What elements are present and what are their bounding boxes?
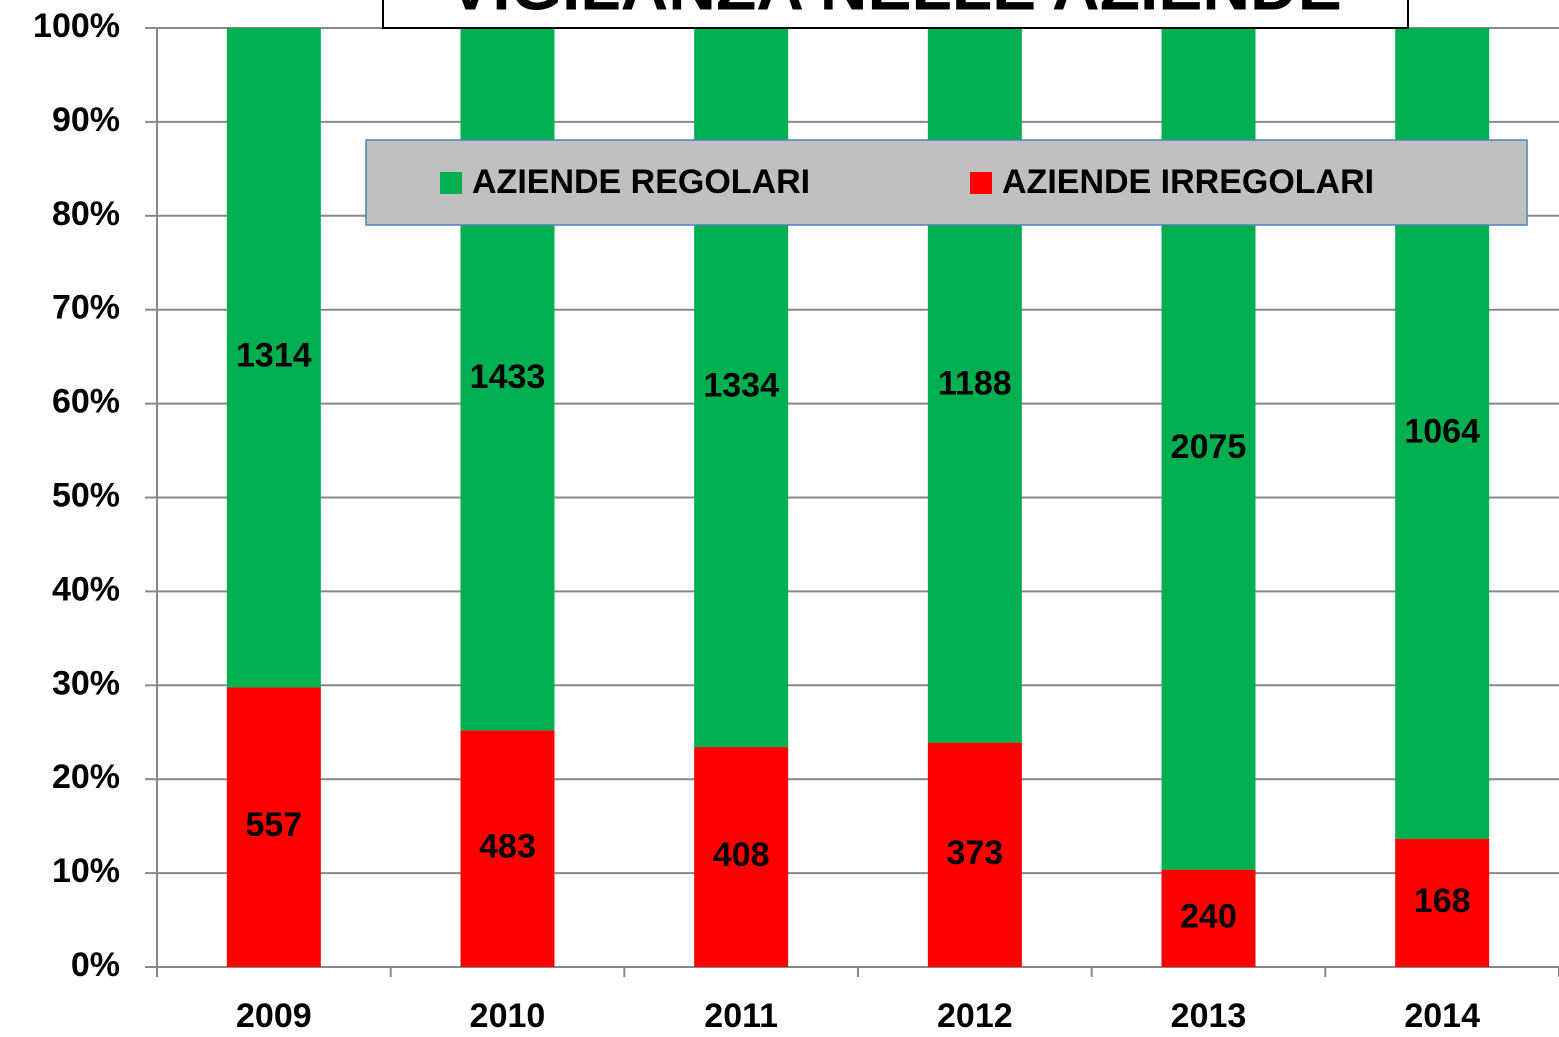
- y-tick-label: 30%: [52, 664, 120, 702]
- data-label: 373: [946, 834, 1003, 872]
- y-tick-label: 60%: [52, 383, 120, 421]
- data-label: 1314: [236, 337, 312, 375]
- data-label: 1064: [1404, 412, 1480, 450]
- x-tick-label: 2014: [1404, 997, 1480, 1035]
- data-label: 1433: [470, 358, 546, 396]
- y-tick-label: 10%: [52, 852, 120, 890]
- legend-box: [365, 139, 1528, 226]
- title-box: [382, 0, 1409, 29]
- y-tick-label: 70%: [52, 289, 120, 327]
- x-tick-label: 2013: [1171, 997, 1247, 1035]
- bar-segment: [1395, 838, 1490, 967]
- y-tick-label: 50%: [52, 476, 120, 514]
- data-label: 168: [1414, 882, 1471, 920]
- legend-swatch: [440, 172, 462, 194]
- y-tick-label: 80%: [52, 195, 120, 233]
- bar-segment: [226, 28, 321, 688]
- chart-title: VIGILANZA NELLE AZIENDE: [448, 0, 1341, 23]
- legend-label: AZIENDE REGOLARI: [472, 163, 810, 201]
- x-tick-label: 2009: [236, 997, 312, 1035]
- bar-segment: [460, 730, 555, 967]
- x-tick-label: 2011: [704, 997, 778, 1035]
- data-label: 1334: [703, 367, 779, 405]
- legend-label: AZIENDE IRREGOLARI: [1002, 163, 1374, 201]
- data-label: 1188: [938, 364, 1012, 402]
- bar-segment: [1161, 869, 1256, 967]
- y-tick-label: 20%: [52, 758, 120, 796]
- data-label: 240: [1180, 897, 1237, 935]
- x-tick-label: 2012: [937, 997, 1013, 1035]
- legend-swatch: [970, 172, 992, 194]
- data-label: 2075: [1171, 428, 1247, 466]
- data-label: 408: [713, 836, 770, 874]
- y-tick-label: 90%: [52, 101, 120, 139]
- x-tick-label: 2010: [470, 997, 546, 1035]
- y-tick-label: 0%: [71, 946, 120, 984]
- bar-segment: [226, 687, 321, 967]
- data-label: 557: [245, 806, 302, 844]
- bar-segment: [927, 742, 1022, 967]
- bar-segment: [694, 747, 789, 967]
- data-label: 483: [479, 828, 536, 866]
- y-tick-label: 100%: [33, 7, 120, 45]
- y-tick-label: 40%: [52, 570, 120, 608]
